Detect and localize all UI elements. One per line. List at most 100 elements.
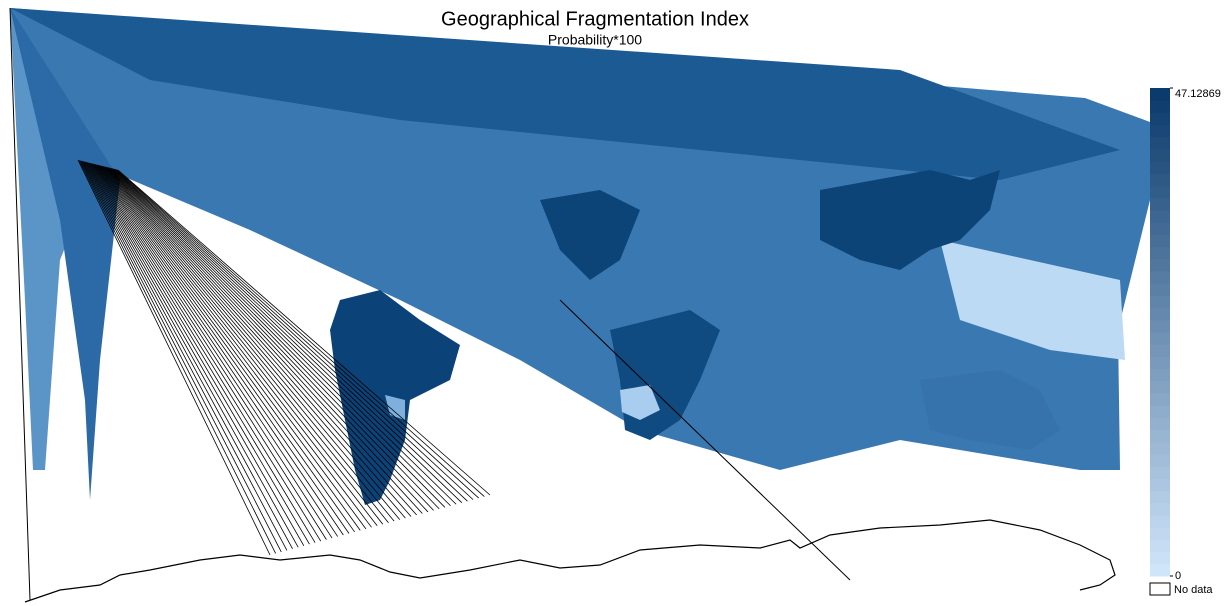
legend-step xyxy=(1150,515,1170,528)
streak xyxy=(80,160,288,551)
streak xyxy=(82,161,299,548)
legend-step xyxy=(1150,563,1170,577)
legend-step xyxy=(1150,502,1170,516)
legend-step xyxy=(1150,136,1170,150)
streaks xyxy=(77,159,491,556)
legend-step xyxy=(1150,271,1170,284)
legend-step xyxy=(1150,210,1170,223)
streak xyxy=(105,166,423,514)
region-light xyxy=(940,240,1125,360)
title: Geographical Fragmentation Index xyxy=(441,8,749,30)
legend-label: 47.12869 xyxy=(1175,88,1221,100)
streak xyxy=(83,161,305,546)
streak xyxy=(103,166,412,517)
legend-step xyxy=(1150,405,1170,418)
region-asia xyxy=(820,170,1000,270)
legend-step xyxy=(1150,478,1170,492)
streak xyxy=(100,165,395,522)
streak xyxy=(85,161,316,543)
legend-step xyxy=(1150,88,1170,101)
streak xyxy=(92,163,350,534)
streak xyxy=(98,164,384,525)
region-south-america-light xyxy=(385,395,405,420)
streak xyxy=(115,169,479,499)
antarctica-outline xyxy=(24,519,1116,603)
streak xyxy=(109,167,446,508)
legend-step xyxy=(1150,490,1170,504)
streak xyxy=(95,164,367,530)
left-border xyxy=(9,7,31,601)
legend-step xyxy=(1150,222,1170,235)
region-fan-dark xyxy=(10,8,1120,180)
region-europe xyxy=(540,190,640,280)
no-data-swatch xyxy=(1149,582,1171,596)
legend-step xyxy=(1150,319,1170,333)
streak xyxy=(102,165,406,519)
legend-step xyxy=(1150,283,1170,296)
legend-step xyxy=(1150,173,1170,187)
streak xyxy=(114,168,474,500)
streak xyxy=(117,169,491,496)
legend-step xyxy=(1150,454,1170,467)
streak xyxy=(81,160,293,550)
streak xyxy=(96,164,372,528)
streak xyxy=(106,166,429,513)
streak xyxy=(112,168,463,503)
legend-step xyxy=(1150,234,1170,248)
legend-step xyxy=(1150,527,1170,540)
streak xyxy=(99,165,389,523)
subtitle: Probability*100 xyxy=(548,32,642,48)
streak xyxy=(84,161,310,545)
streak xyxy=(107,167,434,511)
streak xyxy=(113,168,468,502)
streak xyxy=(101,165,401,520)
streak xyxy=(79,160,282,553)
legend-step xyxy=(1150,380,1170,394)
legend-step xyxy=(1150,332,1170,345)
streak xyxy=(77,159,271,556)
legend-step xyxy=(1150,539,1170,553)
streak xyxy=(94,163,361,531)
legend-step xyxy=(1150,161,1170,174)
streak xyxy=(91,163,344,536)
legend-step xyxy=(1150,429,1170,443)
no-data-label: No data xyxy=(1174,584,1213,596)
streak xyxy=(89,162,339,537)
streak xyxy=(88,162,333,539)
streak xyxy=(110,167,451,507)
legend-step xyxy=(1150,185,1170,199)
region-australia xyxy=(920,370,1060,450)
distorted-map xyxy=(9,7,1150,603)
legend-step xyxy=(1150,393,1170,406)
legend-step xyxy=(1150,466,1170,479)
legend-step xyxy=(1150,124,1170,138)
region-south-africa xyxy=(620,385,660,420)
legend-step xyxy=(1150,344,1170,357)
streak xyxy=(86,162,322,542)
legend-step xyxy=(1150,307,1170,321)
streak xyxy=(116,169,485,497)
streak xyxy=(104,166,417,516)
legend-step xyxy=(1150,112,1170,126)
streak xyxy=(87,162,327,540)
legend: 47.12869 0 xyxy=(1150,87,1221,582)
legend-label: 0 xyxy=(1175,570,1181,582)
legend-step xyxy=(1150,417,1170,431)
long-line xyxy=(559,299,851,581)
legend-step xyxy=(1150,551,1170,565)
legend-step xyxy=(1150,100,1170,113)
legend-step xyxy=(1150,246,1170,260)
legend-step xyxy=(1150,197,1170,211)
streak xyxy=(108,167,440,510)
legend-step xyxy=(1150,295,1170,309)
streak xyxy=(111,168,457,505)
streak xyxy=(78,160,276,554)
streak xyxy=(97,164,378,527)
legend-step xyxy=(1150,258,1170,272)
legend-step xyxy=(1150,356,1170,370)
legend-step xyxy=(1150,441,1170,455)
region-left-blue xyxy=(10,8,120,500)
legend-step xyxy=(1150,149,1170,162)
legend-step xyxy=(1150,368,1170,382)
